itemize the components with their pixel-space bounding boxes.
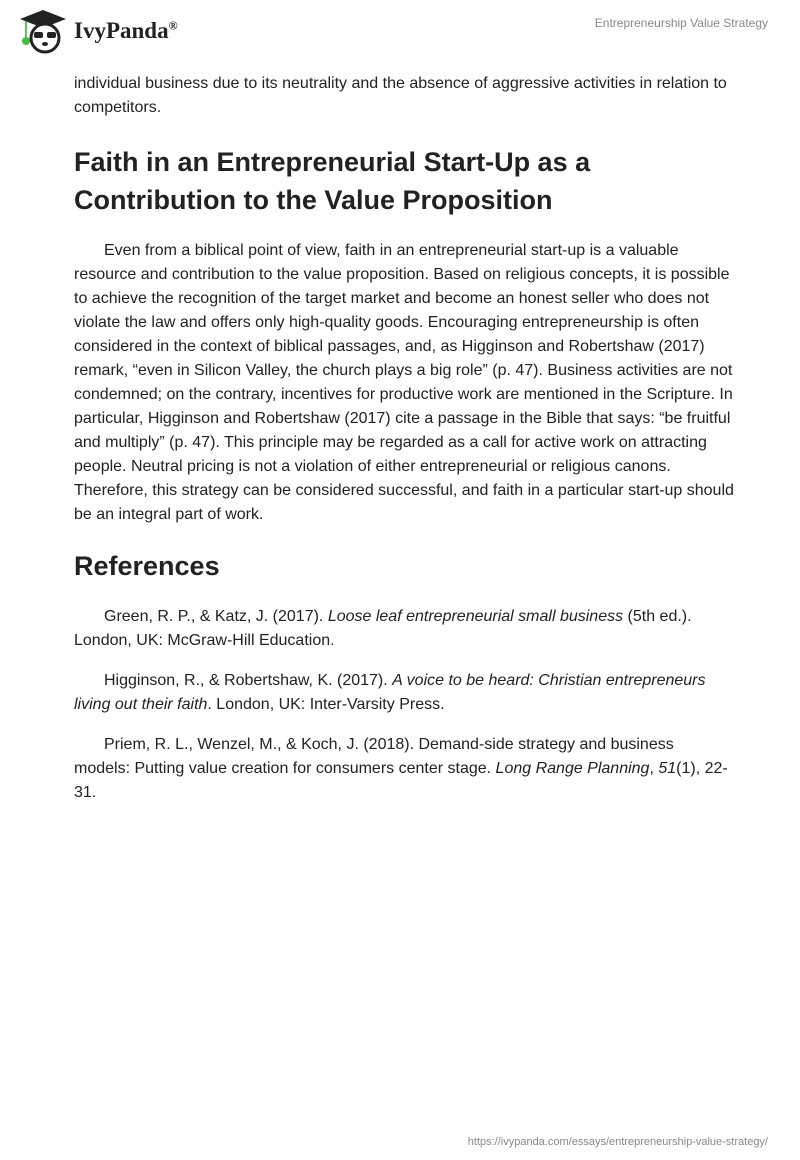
logo-text: IvyPanda® (74, 18, 178, 43)
footer-url[interactable]: https://ivypanda.com/essays/entrepreneur… (467, 1136, 768, 1148)
section-heading: Faith in an Entrepreneurial Start-Up as … (74, 147, 591, 215)
panda-logo-icon (20, 10, 66, 54)
logo[interactable]: IvyPanda® (18, 8, 178, 54)
references-heading: References (74, 551, 220, 581)
reference-item: Green, R. P., & Katz, J. (2017). Loose l… (74, 608, 692, 649)
intro-paragraph: individual business due to its neutralit… (74, 75, 727, 116)
reference-item: Higginson, R., & Robertshaw, K. (2017). … (74, 672, 706, 713)
body-paragraph: Even from a biblical point of view, fait… (74, 242, 734, 523)
reference-item: Priem, R. L., Wenzel, M., & Koch, J. (20… (74, 736, 728, 801)
document-title: Entrepreneurship Value Strategy (594, 16, 768, 30)
content: individual business due to its neutralit… (74, 72, 734, 821)
